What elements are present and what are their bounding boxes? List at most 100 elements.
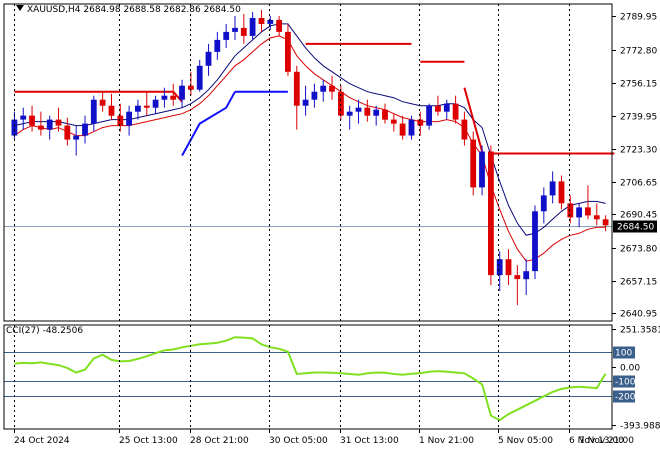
candle-body [293,71,300,106]
candle-body [320,85,327,92]
candle-body [567,203,574,218]
candle-body [82,123,88,136]
price-tick-label: 2739.95 [620,113,657,123]
cci-tick-label: 0.00 [620,364,640,374]
candle-body [126,111,132,126]
candle-body [399,123,406,136]
candle-body [20,115,27,120]
candle-body [143,105,150,108]
candle-body [161,95,168,100]
candle-body [382,109,388,120]
candle-body [302,99,309,106]
candle-body [73,135,80,140]
candle-body [505,259,512,276]
cci-tick-label: 251.3581 [620,326,660,336]
indicator-name: CCI(27) [6,326,40,336]
time-tick-label: 6 Nov 13:00 [569,436,624,446]
indicator-title: CCI(27) -48.2506 [6,326,83,336]
cci-line [14,336,607,422]
candle-body [152,99,159,108]
candle-body [232,27,238,32]
candle-body [408,119,415,136]
candle-body [470,139,477,188]
blue-trailing-stop-line [181,91,236,156]
candle-body [179,85,185,100]
main-price-panel [4,9,615,306]
slow-moving-average-line [14,23,606,236]
candle-body [196,65,203,90]
candle-body [435,105,441,112]
current-price-label: 2684.50 [617,223,654,233]
candle-body [64,125,71,140]
time-tick-label: 25 Oct 13:00 [119,436,178,446]
candle-body [452,103,459,120]
cci-tick-label: -393.9884 [620,422,660,432]
candle-body [135,105,141,112]
candle-body [170,95,177,100]
time-tick-label: 30 Oct 05:00 [269,436,328,446]
candle-body [585,207,591,216]
candle-body [540,195,547,212]
candle-body [46,119,53,130]
cci-level-box [613,346,635,359]
candle-body [532,211,538,272]
candle-body [329,85,335,92]
candle-body [417,119,424,126]
candle-body [523,271,530,280]
candle-body [205,51,212,66]
current-price-box [613,220,657,233]
candle-body [311,91,318,100]
candle-body [479,151,485,188]
candle-body [488,151,494,276]
price-tick-label: 2690.45 [620,211,657,221]
time-tick-label: 5 Nov 05:00 [498,436,553,446]
candle-body [249,18,256,36]
candle-body [108,105,115,116]
candle-body [426,105,432,126]
candle-body [117,115,124,126]
candle-body [240,27,247,36]
candle-body [355,107,362,112]
price-tick-label: 2657.15 [620,278,657,288]
candle-body [29,115,35,126]
price-tick-label: 2673.80 [620,245,657,255]
price-tick-label: 2789.95 [620,13,657,23]
candle-body [188,85,194,90]
symbol-label: XAUUSD,H4 [27,5,81,15]
candle-body [223,31,230,40]
collapse-triangle-icon[interactable] [16,5,24,11]
candle-body [602,219,609,226]
ohlc-values: 2684.98 2688.58 2682.86 2684.50 [83,5,241,15]
candle-body [11,119,18,136]
price-tick-label: 2772.80 [620,47,657,57]
red-trailing-stop-line [463,87,484,152]
time-tick-label: 24 Oct 2024 [14,436,70,446]
candle-body [443,103,450,112]
time-tick-label: 31 Oct 13:00 [340,436,399,446]
candle-body [549,181,556,196]
cci-level-label: -200 [615,393,636,403]
candle-body [558,181,565,204]
candle-body [373,109,380,116]
candle-body [55,119,62,126]
candle-body [390,119,397,124]
candle-body [364,107,371,116]
price-tick-label: 2723.30 [620,146,657,156]
candle-body [496,259,503,276]
candle-body [267,19,274,24]
price-tick-label: 2706.65 [620,179,657,189]
indicator-value: -48.2506 [42,326,84,336]
cci-panel-frame [3,324,613,430]
main-panel-frame [3,3,613,322]
time-tick-label: 28 Oct 21:00 [190,436,249,446]
fast-moving-average-line [14,35,606,262]
cci-level-box [613,390,635,403]
candle-body [514,275,521,280]
red-trailing-stop-line [172,91,183,103]
price-tick-label: 2756.15 [620,80,657,90]
candle-body [346,111,353,116]
time-tick-label: 7 Nov 21:00 [579,436,634,446]
candle-body [38,125,44,130]
cci-level-box [613,375,635,388]
